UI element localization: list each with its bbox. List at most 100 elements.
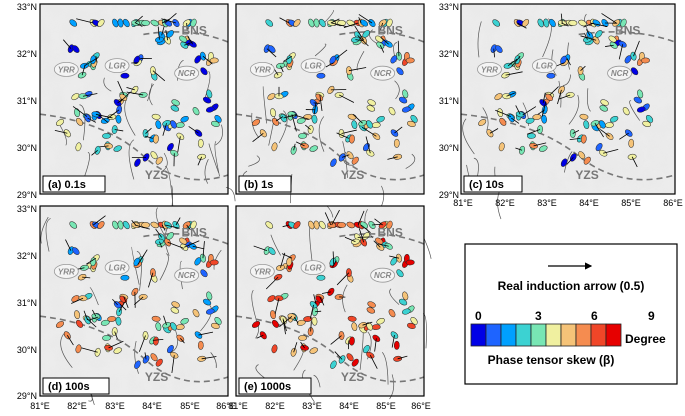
phase-tensor-ellipse: [402, 291, 409, 301]
bns-label: BNS: [377, 23, 402, 37]
phase-tensor-ellipse: [150, 353, 158, 362]
induction-arrow: [348, 67, 367, 72]
induction-arrow: [360, 224, 371, 233]
phase-tensor-ellipse: [327, 287, 335, 296]
phase-tensor-ellipse: [267, 295, 276, 303]
lon-tick: 85°E: [180, 401, 200, 411]
fault-line: [629, 100, 641, 121]
phase-tensor-ellipse: [600, 99, 609, 106]
induction-arrow: [580, 65, 586, 71]
induction-arrow: [275, 116, 284, 122]
fault-line: [278, 110, 288, 144]
phase-tensor-ellipse: [170, 120, 177, 129]
induction-arrow: [313, 102, 321, 104]
ncr-label: NCR: [611, 69, 629, 78]
phase-tensor-ellipse: [150, 151, 158, 160]
ncr-label-outline: [607, 65, 632, 81]
induction-arrow: [97, 114, 109, 123]
legend-tick: 0: [475, 309, 482, 323]
induction-arrow: [332, 260, 337, 268]
induction-arrow: [171, 355, 175, 374]
phase-tensor-ellipse: [107, 114, 117, 120]
phase-tensor-ellipse: [338, 129, 345, 138]
phase-tensor-ellipse: [620, 18, 627, 28]
lgr-label-outline: [531, 58, 557, 73]
induction-arrow: [334, 351, 343, 360]
induction-arrow: [373, 240, 381, 248]
phase-tensor-ellipse: [142, 129, 149, 138]
phase-tensor-ellipse: [171, 99, 180, 106]
lat-tick: 31°N: [439, 96, 459, 106]
phase-tensor-ellipse: [190, 220, 197, 230]
induction-arrow: [305, 124, 311, 130]
phase-tensor-ellipse: [265, 19, 274, 27]
phase-tensor-ellipse: [525, 117, 535, 124]
lat-tick: 33°N: [439, 2, 459, 12]
phase-tensor-ellipse: [330, 158, 337, 167]
phase-tensor-ellipse: [307, 125, 314, 134]
panel-c-label-box: [463, 175, 523, 193]
ncr-label: NCR: [374, 271, 392, 280]
induction-arrow: [252, 132, 264, 143]
yzs-suture: [39, 315, 229, 383]
induction-arrow: [265, 276, 279, 290]
phase-tensor-ellipse: [502, 93, 511, 100]
induction-arrow: [315, 310, 322, 313]
phase-tensor-ellipse: [405, 259, 415, 266]
legend-tick: 3: [535, 309, 542, 323]
induction-arrow: [515, 147, 523, 151]
lon-tick: 85°E: [621, 198, 641, 208]
induction-arrow: [515, 105, 521, 115]
phase-tensor-ellipse: [167, 142, 174, 152]
induction-arrow: [557, 89, 562, 105]
induction-arrow: [324, 212, 332, 226]
induction-arrow: [310, 321, 312, 332]
phase-tensor-ellipse: [182, 19, 191, 27]
phase-tensor-ellipse: [270, 108, 276, 118]
phase-tensor-ellipse: [499, 117, 507, 126]
phase-tensor-ellipse: [200, 269, 208, 278]
induction-arrow: [369, 355, 378, 369]
phase-tensor-ellipse: [167, 344, 174, 354]
induction-arrow: [155, 228, 163, 238]
yrr-label-outline: [53, 264, 79, 279]
fault-line: [558, 80, 562, 108]
fault-line: [482, 107, 489, 131]
lon-tick: 83°E: [537, 198, 557, 208]
phase-tensor-ellipse: [609, 41, 618, 49]
induction-arrow: [344, 236, 356, 243]
fault-line: [405, 153, 416, 169]
induction-arrow: [358, 14, 373, 24]
panel-d-induction-arrows: [65, 215, 217, 374]
phase-tensor-ellipse: [180, 116, 189, 123]
induction-arrow: [175, 217, 181, 226]
legend-tick: 6: [591, 309, 598, 323]
phase-tensor-ellipse: [251, 119, 261, 126]
phase-tensor-ellipse: [366, 120, 373, 129]
induction-arrow: [126, 91, 144, 96]
phase-tensor-ellipse: [202, 96, 212, 104]
fault-line: [134, 340, 139, 374]
induction-arrow: [198, 331, 214, 336]
induction-arrow: [357, 236, 374, 238]
phase-tensor-ellipse: [351, 358, 359, 367]
phase-tensor-ellipse: [338, 331, 345, 340]
induction-arrow: [584, 33, 588, 40]
bns-label: BNS: [181, 225, 206, 239]
induction-arrow: [533, 142, 547, 147]
induction-arrow: [561, 22, 569, 27]
phase-tensor-ellipse: [366, 307, 376, 314]
yrr-label: YRR: [254, 65, 271, 74]
phase-tensor-ellipse: [134, 158, 141, 167]
fault-line: [587, 88, 591, 112]
induction-arrow: [600, 129, 610, 137]
induction-arrow: [123, 296, 129, 309]
induction-arrow: [371, 223, 382, 226]
phase-tensor-ellipse: [120, 274, 130, 281]
fault-line: [200, 305, 212, 332]
phase-tensor-ellipse: [367, 99, 376, 106]
panel-b-faults: [235, 10, 425, 216]
induction-arrow: [274, 298, 280, 315]
induction-arrow: [186, 224, 191, 231]
induction-arrow: [253, 245, 268, 252]
